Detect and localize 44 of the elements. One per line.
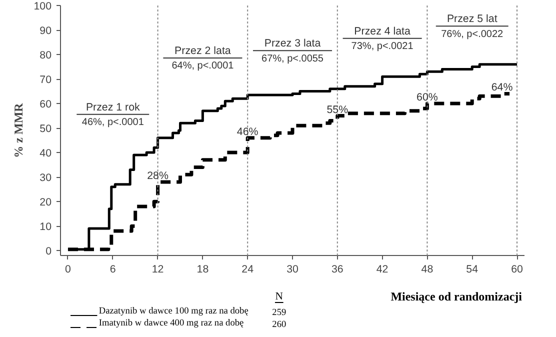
y-tick-label: 60	[40, 98, 52, 111]
annotation: 67%, p<.0055	[262, 53, 324, 64]
x-tick-label: 54	[466, 264, 478, 276]
x-tick-label: 60	[511, 264, 524, 276]
annotation: Przez 4 lata	[354, 25, 411, 38]
legend-label: Dazatynib w dawce 100 mg raz na dobę	[98, 306, 248, 316]
x-tick-label: 36	[331, 264, 344, 276]
x-tick-label: 48	[421, 264, 434, 276]
y-tick-label: 30	[40, 172, 52, 184]
y-tick-label: 20	[40, 196, 52, 209]
x-tick-label: 0	[65, 264, 72, 276]
annotation: Przez 1 rok	[86, 101, 141, 114]
annotation: Przez 5 lat	[446, 13, 498, 26]
annotation: 60%	[416, 92, 438, 104]
annotation: 46%, p<.0001	[82, 117, 144, 128]
text: 260	[272, 320, 286, 330]
legend-title: N	[275, 292, 284, 302]
annotation: 76%, p<.0022	[441, 28, 504, 40]
y-tick-label: 70	[40, 74, 52, 86]
text: 259	[272, 308, 286, 318]
x-tick-label: 42	[376, 264, 388, 276]
y-tick-label: 50	[40, 123, 52, 136]
x-tick-label: 30	[286, 264, 298, 276]
y-tick-label: 40	[40, 148, 52, 160]
y-axis-title: % z MMR	[12, 102, 26, 158]
annotation: 46%	[236, 126, 259, 138]
annotation: Przez 2 lata	[174, 44, 231, 57]
y-tick-label: 0	[46, 246, 52, 258]
annotation: 28%	[147, 170, 169, 182]
y-tick-label: 100	[34, 0, 52, 12]
legend-label: Imatynib w dawce 400 mg raz na dobę	[98, 318, 244, 328]
annotation: 64%	[491, 82, 514, 94]
x-axis-title: Miesiące od randomizacji	[390, 290, 523, 304]
annotation: 55%	[326, 104, 349, 116]
annotation: 64%, p<.0001	[172, 60, 234, 72]
y-tick-label: 90	[40, 25, 52, 38]
annotation: 73%, p<.0021	[351, 41, 414, 52]
x-tick-label: 12	[152, 264, 164, 276]
x-tick-label: 6	[110, 264, 116, 276]
y-tick-label: 10	[40, 221, 52, 234]
x-tick-label: 18	[196, 264, 209, 276]
x-tick-label: 24	[242, 264, 254, 276]
y-tick-label: 80	[40, 50, 52, 62]
annotation: Przez 3 lata	[264, 38, 321, 50]
